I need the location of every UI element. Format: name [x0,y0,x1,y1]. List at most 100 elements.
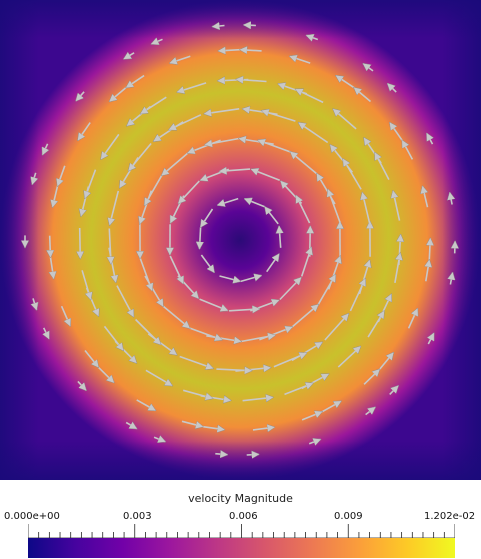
velocity-arrow [169,255,183,284]
legend-tick-label-2: 0.006 [229,511,258,522]
velocity-arrow [204,108,240,114]
velocity-arrow [242,397,273,400]
velocity-arrow [428,333,435,345]
velocity-arrow [103,325,124,350]
velocity-arrow [218,197,239,206]
velocity-arrow [279,278,301,301]
velocity-arrow [58,165,66,186]
velocity-arrow [188,326,222,340]
velocity-arrow [336,76,355,89]
velocity-arrow [135,318,161,345]
velocity-arrow [182,389,212,398]
velocity-arrow [290,56,311,64]
velocity-arrow [342,159,362,190]
velocity-arrow [394,253,400,284]
velocity-arrow [161,304,190,329]
velocity-arrow [141,96,167,114]
velocity-arrow [450,193,452,205]
velocity-arrow [296,88,324,104]
velocity-arrow [181,420,203,426]
velocity-arrow [76,91,85,101]
colorbar [28,538,455,558]
velocity-arrow [219,275,241,281]
velocity-arrow [85,169,97,199]
velocity-arrow [215,454,227,455]
legend-tick-label-3: 0.009 [334,511,363,522]
velocity-arrow [178,180,200,203]
velocity-arrow [388,84,397,93]
velocity-arrow [246,454,259,455]
velocity-arrow [426,260,430,282]
velocity-arrow [212,26,225,27]
velocity-arrow [78,122,91,141]
velocity-arrow [170,55,191,63]
velocity-arrow [426,133,433,145]
velocity-arrow [252,427,274,430]
velocity-arrow [362,193,372,228]
velocity-arrow [84,349,99,368]
velocity-arrow [153,437,165,442]
velocity-arrow [205,137,240,144]
velocity-arrow [50,235,51,258]
velocity-arrow [317,275,337,306]
velocity-arrow [379,353,394,370]
velocity-arrow [218,50,241,51]
velocity-field-plot [0,0,481,480]
velocity-arrow [251,169,280,182]
velocity-field-view[interactable] [0,0,481,480]
velocity-arrow [393,191,401,221]
velocity-arrow [295,196,311,224]
velocity-arrow [162,151,190,176]
velocity-arrow [389,386,399,395]
velocity-arrow [374,153,390,180]
velocity-arrow [321,400,341,413]
velocity-arrow [200,254,214,272]
field-edge-fade-v [0,0,481,480]
velocity-arrow [151,39,163,44]
velocity-arrow [139,257,152,290]
color-legend: velocity Magnitude 0.000e+00 0.003 0.006… [0,480,481,559]
velocity-arrow [240,335,275,343]
velocity-arrow [300,247,312,277]
velocity-arrow [306,35,319,39]
velocity-arrow [125,423,137,430]
velocity-arrow [390,123,403,141]
velocity-arrow [169,114,202,130]
velocity-arrow [129,142,152,171]
velocity-arrow [262,111,296,122]
velocity-arrow [81,270,91,299]
velocity-arrow [324,314,349,341]
velocity-arrow [101,133,120,159]
velocity-arrow [236,79,267,81]
velocity-arrow [145,369,172,387]
velocity-arrow [337,346,360,368]
velocity-arrow [308,439,320,443]
velocity-arrow [290,152,319,176]
velocity-arrow [273,353,307,368]
velocity-arrow [143,174,163,206]
velocity-arrow [245,199,265,208]
velocity-arrow [216,369,251,371]
velocity-arrow [367,311,385,338]
velocity-arrow [349,279,365,312]
velocity-arrow [77,380,86,390]
velocity-arrow [124,53,135,60]
velocity-arrow [266,254,279,273]
velocity-arrow [32,172,36,185]
velocity-arrow [354,88,372,103]
velocity-arrow [136,399,156,412]
velocity-arrow [43,143,48,155]
velocity-arrow [110,86,127,102]
velocity-arrow [401,140,414,160]
velocity-arrow [201,208,214,227]
velocity-arrow [220,169,251,171]
velocity-arrow [229,309,259,311]
velocity-arrow [44,327,50,339]
velocity-arrow [258,140,292,154]
velocity-arrow [299,123,329,144]
velocity-arrow [200,227,201,249]
velocity-arrow [33,298,37,310]
velocity-arrow [240,50,262,51]
velocity-arrow [80,227,81,259]
velocity-arrow [199,298,228,311]
